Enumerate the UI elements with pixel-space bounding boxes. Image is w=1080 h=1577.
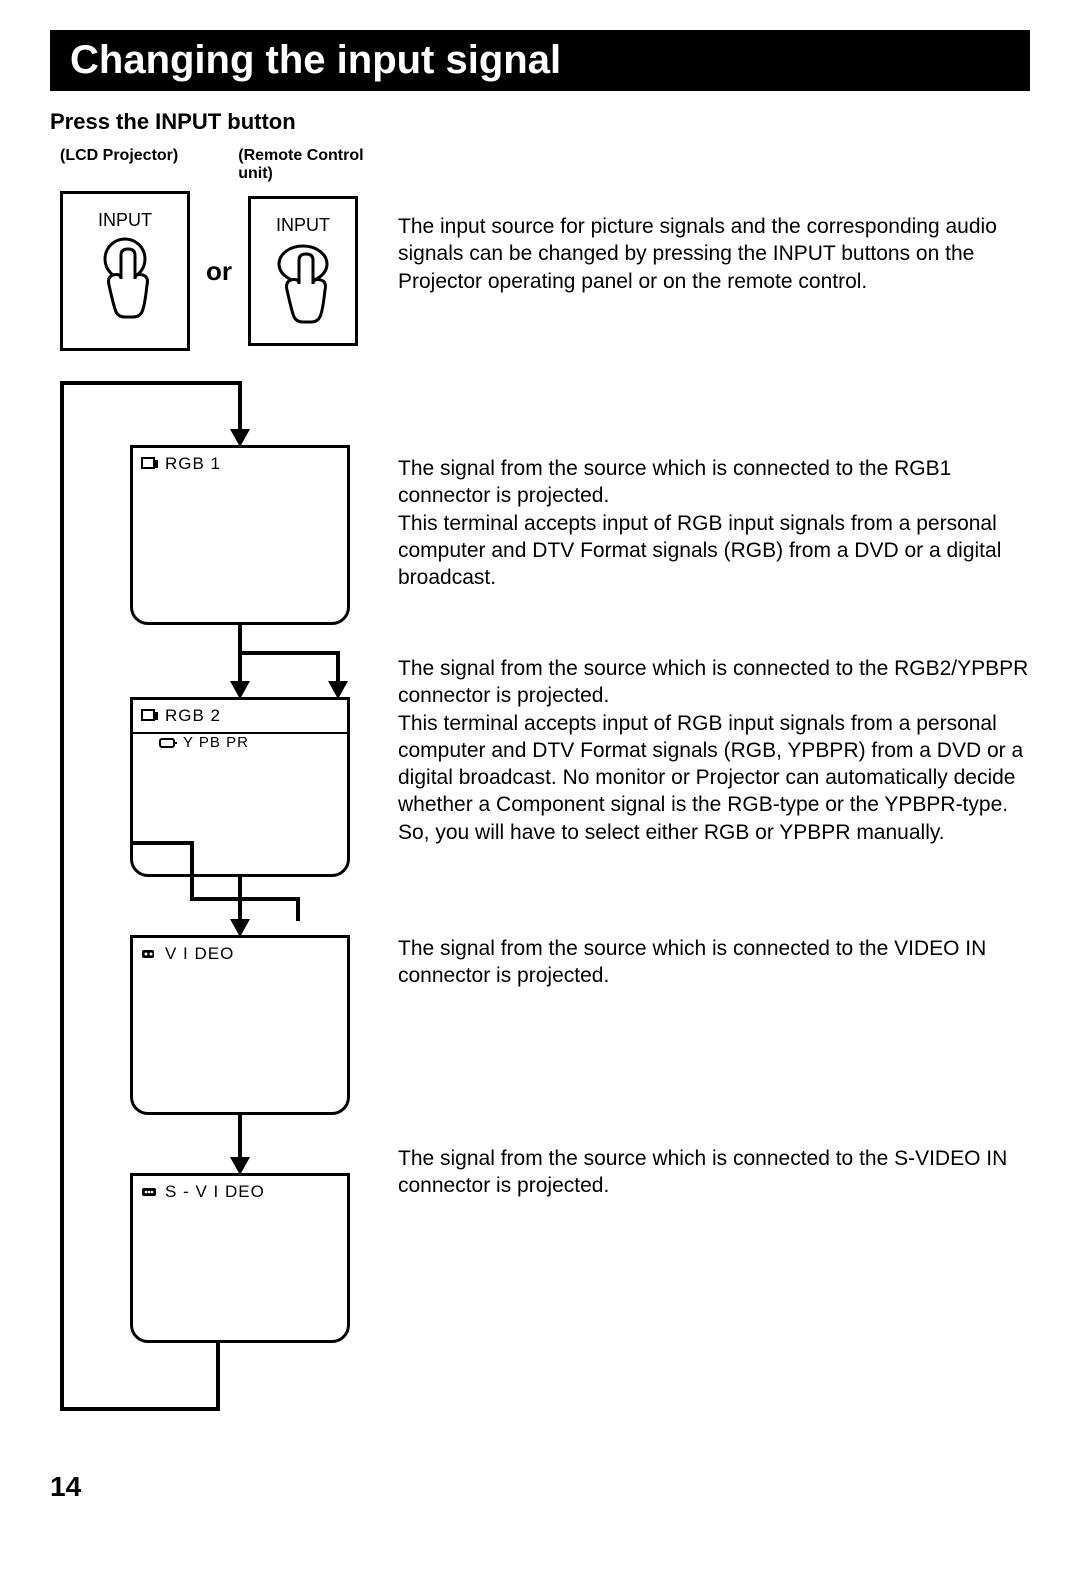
page-number: 14	[50, 1471, 1030, 1503]
svideo-icon	[141, 1185, 159, 1199]
remote-input-button-box: INPUT	[248, 196, 358, 346]
or-text: or	[206, 256, 232, 287]
input-label-2: INPUT	[276, 215, 330, 236]
ypbpr-label: Y PB PR	[183, 734, 249, 751]
rgb1-box: RGB 1	[130, 445, 350, 625]
rgb2-desc: The signal from the source which is conn…	[398, 655, 1030, 905]
lcd-label: (LCD Projector)	[60, 147, 178, 183]
monitor-icon	[141, 457, 159, 471]
press-hand-icon	[267, 242, 339, 338]
flow-diagram: RGB 1 RGB 2 Y PB PR	[60, 381, 358, 1441]
svideo-box: S - V I DEO	[130, 1173, 350, 1343]
video-label: V I DEO	[165, 944, 234, 964]
svideo-desc: The signal from the source which is conn…	[398, 1145, 1030, 1200]
rgb1-desc: The signal from the source which is conn…	[398, 455, 1030, 625]
input-label: INPUT	[98, 210, 152, 231]
intro-desc: The input source for picture signals and…	[398, 213, 1030, 383]
subtitle: Press the INPUT button	[50, 109, 1030, 135]
rgb2-box: RGB 2 Y PB PR	[130, 697, 350, 877]
remote-label: (Remote Control unit)	[238, 147, 398, 183]
rgb1-label: RGB 1	[165, 454, 221, 474]
monitor-icon	[141, 709, 159, 723]
press-hand-icon	[87, 237, 163, 337]
rgb2-label: RGB 2	[165, 706, 221, 726]
component-icon	[159, 736, 177, 750]
lcd-input-button-box: INPUT	[60, 191, 190, 351]
video-box: V I DEO	[130, 935, 350, 1115]
video-icon	[141, 947, 159, 961]
video-desc: The signal from the source which is conn…	[398, 935, 1030, 1115]
svideo-label: S - V I DEO	[165, 1182, 265, 1202]
page-title: Changing the input signal	[50, 30, 1030, 91]
